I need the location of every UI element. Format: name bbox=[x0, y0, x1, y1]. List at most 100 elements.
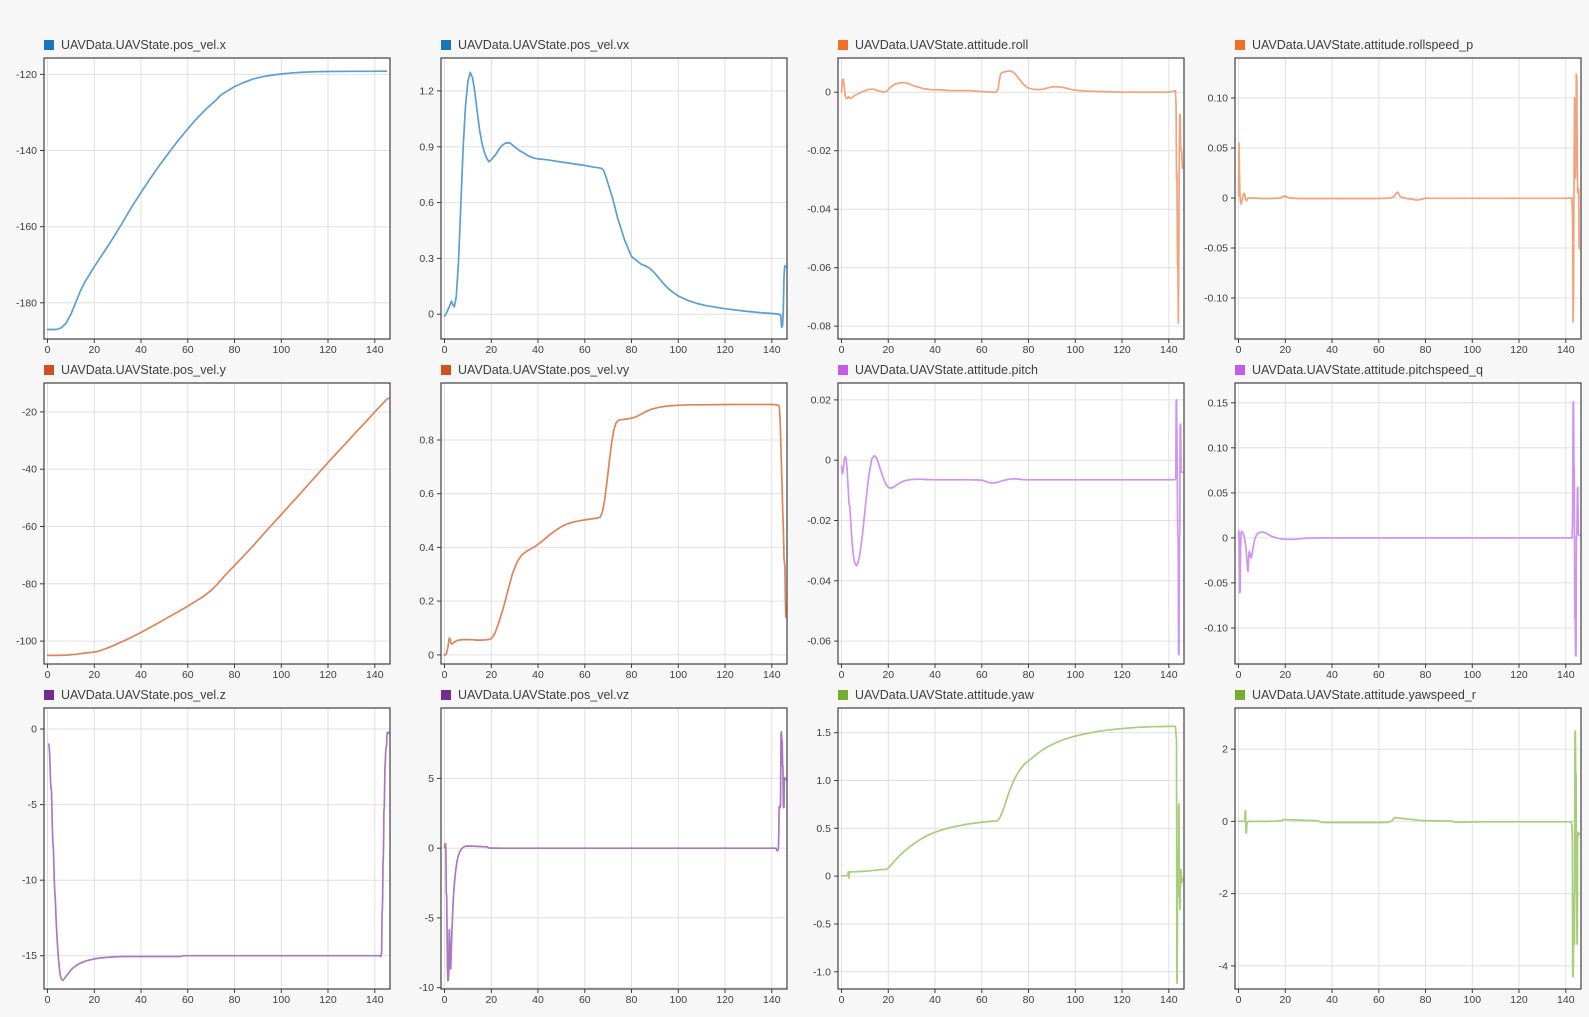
svg-text:0.10: 0.10 bbox=[1208, 93, 1229, 105]
legend-label: UAVData.UAVState.pos_vel.vx bbox=[458, 38, 630, 52]
plot-area[interactable]: 0 20 40 60 80 100 120 140 0.15 0.10 0.05 0 -0.05 -0.1… bbox=[1191, 379, 1588, 678]
plot-area[interactable]: 0 20 40 60 80 100 120 140 2 0 -2 -4 bbox=[1191, 704, 1588, 1003]
svg-text:0: 0 bbox=[839, 669, 845, 678]
svg-text:-0.10: -0.10 bbox=[1204, 623, 1228, 635]
svg-text:100: 100 bbox=[1464, 669, 1482, 678]
svg-text:20: 20 bbox=[485, 669, 497, 678]
svg-text:40: 40 bbox=[532, 669, 544, 678]
chart-legend[interactable]: UAVData.UAVState.attitude.yawspeed_r bbox=[1235, 686, 1588, 704]
svg-text:-0.02: -0.02 bbox=[807, 145, 831, 157]
svg-text:0: 0 bbox=[428, 843, 434, 855]
chart-legend[interactable]: UAVData.UAVState.pos_vel.vx bbox=[441, 36, 794, 54]
signal-plot-svg: 0 20 40 60 80 100 120 140 5 0 -5 -10 bbox=[419, 707, 788, 1003]
svg-text:120: 120 bbox=[716, 669, 734, 678]
plot-area[interactable]: 0 20 40 60 80 100 120 140 0 -5 -10 -15 bbox=[0, 704, 397, 1003]
svg-text:20: 20 bbox=[1279, 994, 1291, 1003]
signal-plot-svg: 0 20 40 60 80 100 120 140 0 0.3 0.6 0.9 1.2 bbox=[419, 57, 788, 353]
svg-text:-0.06: -0.06 bbox=[807, 636, 831, 648]
svg-text:1.2: 1.2 bbox=[419, 85, 434, 97]
legend-swatch-icon bbox=[44, 690, 54, 700]
chart-legend[interactable]: UAVData.UAVState.pos_vel.vy bbox=[441, 361, 794, 379]
svg-text:60: 60 bbox=[579, 669, 591, 678]
chart-cell-attitude-rollspeed-p: UAVData.UAVState.attitude.rollspeed_p 0 2… bbox=[1191, 28, 1588, 353]
chart-legend[interactable]: UAVData.UAVState.attitude.yaw bbox=[838, 686, 1191, 704]
svg-text:-120: -120 bbox=[16, 69, 37, 81]
legend-swatch-icon bbox=[44, 365, 54, 375]
legend-swatch-icon bbox=[838, 690, 848, 700]
legend-label: UAVData.UAVState.attitude.rollspeed_p bbox=[1252, 38, 1474, 52]
chart-legend[interactable]: UAVData.UAVState.pos_vel.x bbox=[44, 36, 397, 54]
plot-area[interactable]: 0 20 40 60 80 100 120 140 0.10 0.05 0 -0.05 -0.10 bbox=[1191, 54, 1588, 353]
svg-text:140: 140 bbox=[763, 994, 781, 1003]
svg-text:-40: -40 bbox=[22, 464, 37, 476]
svg-text:0: 0 bbox=[1236, 669, 1242, 678]
svg-text:0: 0 bbox=[428, 649, 434, 661]
svg-text:60: 60 bbox=[1373, 344, 1385, 353]
svg-text:100: 100 bbox=[670, 344, 688, 353]
svg-text:40: 40 bbox=[532, 344, 544, 353]
plot-area[interactable]: 0 20 40 60 80 100 120 140 0.02 0 -0.02 -0.04 -0.06 bbox=[794, 379, 1191, 678]
svg-text:20: 20 bbox=[485, 994, 497, 1003]
svg-text:100: 100 bbox=[273, 344, 291, 353]
svg-text:120: 120 bbox=[1510, 669, 1528, 678]
legend-swatch-icon bbox=[44, 40, 54, 50]
chart-legend[interactable]: UAVData.UAVState.attitude.rollspeed_p bbox=[1235, 36, 1588, 54]
svg-text:0.3: 0.3 bbox=[419, 253, 434, 265]
svg-text:-0.02: -0.02 bbox=[807, 515, 831, 527]
signal-plot-svg: 0 20 40 60 80 100 120 140 0 0.2 0.4 0.6 0.8 bbox=[419, 382, 788, 678]
plot-area[interactable]: 0 20 40 60 80 100 120 140 5 0 -5 -10 bbox=[397, 704, 794, 1003]
svg-text:-0.04: -0.04 bbox=[807, 575, 831, 587]
svg-text:120: 120 bbox=[1113, 994, 1131, 1003]
chart-cell-attitude-yaw: UAVData.UAVState.attitude.yaw 0 20 40 60 80 1… bbox=[794, 678, 1191, 1003]
svg-text:-0.05: -0.05 bbox=[1204, 577, 1228, 589]
svg-text:120: 120 bbox=[716, 994, 734, 1003]
svg-text:140: 140 bbox=[1160, 994, 1178, 1003]
svg-text:2: 2 bbox=[1222, 744, 1228, 756]
svg-text:-80: -80 bbox=[22, 578, 37, 590]
plot-area[interactable]: 0 20 40 60 80 100 120 140 0 0.3 0.6 0.9 1.2 bbox=[397, 54, 794, 353]
chart-legend[interactable]: UAVData.UAVState.pos_vel.vz bbox=[441, 686, 794, 704]
legend-label: UAVData.UAVState.attitude.pitch bbox=[855, 363, 1038, 377]
plot-area[interactable]: 0 20 40 60 80 100 120 140 -20 -40 -60 -80 -100 bbox=[0, 379, 397, 678]
svg-text:0.4: 0.4 bbox=[419, 542, 434, 554]
svg-text:-2: -2 bbox=[1219, 888, 1228, 900]
chart-legend[interactable]: UAVData.UAVState.attitude.pitch bbox=[838, 361, 1191, 379]
svg-text:40: 40 bbox=[929, 669, 941, 678]
chart-legend[interactable]: UAVData.UAVState.pos_vel.z bbox=[44, 686, 397, 704]
svg-text:0.02: 0.02 bbox=[811, 394, 832, 406]
svg-text:100: 100 bbox=[670, 669, 688, 678]
svg-text:20: 20 bbox=[88, 994, 100, 1003]
chart-legend[interactable]: UAVData.UAVState.pos_vel.y bbox=[44, 361, 397, 379]
svg-text:-10: -10 bbox=[22, 875, 37, 887]
signal-plot-svg: 0 20 40 60 80 100 120 140 0.02 0 -0.02 -0.04 -0.06 bbox=[807, 382, 1185, 678]
svg-text:80: 80 bbox=[1023, 344, 1035, 353]
plot-area[interactable]: 0 20 40 60 80 100 120 140 0 -0.02 -0.04 -0.06 -0.08 bbox=[794, 54, 1191, 353]
svg-text:0: 0 bbox=[1222, 193, 1228, 205]
svg-text:60: 60 bbox=[976, 994, 988, 1003]
svg-text:60: 60 bbox=[579, 344, 591, 353]
plot-area[interactable]: 0 20 40 60 80 100 120 140 1.5 1.0 0.5 0 -0.5 -1.0 bbox=[794, 704, 1191, 1003]
svg-text:0: 0 bbox=[442, 669, 448, 678]
chart-legend[interactable]: UAVData.UAVState.attitude.pitchspeed_q bbox=[1235, 361, 1588, 379]
legend-label: UAVData.UAVState.pos_vel.vz bbox=[458, 688, 630, 702]
chart-legend[interactable]: UAVData.UAVState.attitude.roll bbox=[838, 36, 1191, 54]
svg-text:80: 80 bbox=[229, 994, 241, 1003]
legend-label: UAVData.UAVState.attitude.yaw bbox=[855, 688, 1034, 702]
svg-text:100: 100 bbox=[273, 994, 291, 1003]
svg-text:60: 60 bbox=[579, 994, 591, 1003]
chart-cell-pos-vel-vy: UAVData.UAVState.pos_vel.vy 0 20 40 60 80 100… bbox=[397, 353, 794, 678]
svg-text:0: 0 bbox=[31, 724, 37, 736]
svg-text:0.05: 0.05 bbox=[1208, 143, 1229, 155]
svg-text:-4: -4 bbox=[1219, 960, 1228, 972]
legend-label: UAVData.UAVState.pos_vel.x bbox=[61, 38, 226, 52]
svg-text:80: 80 bbox=[1023, 669, 1035, 678]
plot-area[interactable]: 0 20 40 60 80 100 120 140 -120 -140 -160 -180 bbox=[0, 54, 397, 353]
svg-text:80: 80 bbox=[229, 669, 241, 678]
svg-text:40: 40 bbox=[929, 994, 941, 1003]
plot-area[interactable]: 0 20 40 60 80 100 120 140 0 0.2 0.4 0.6 0.8 bbox=[397, 379, 794, 678]
svg-text:100: 100 bbox=[1067, 669, 1085, 678]
svg-text:60: 60 bbox=[1373, 669, 1385, 678]
svg-text:0: 0 bbox=[839, 994, 845, 1003]
